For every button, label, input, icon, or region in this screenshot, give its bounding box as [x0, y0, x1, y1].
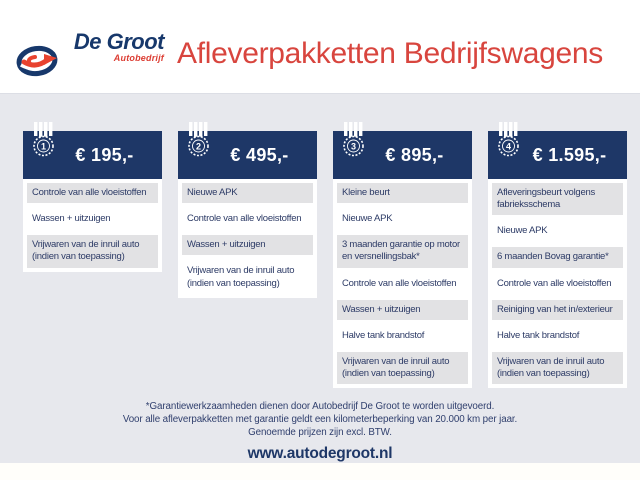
package-item: Nieuwe APK [342, 213, 393, 225]
brand-logo: De Groot Autobedrijf [16, 26, 166, 82]
package-item: 6 maanden Bovag garantie* [492, 247, 623, 268]
package-3-items: Kleine beurt Nieuwe APK 3 maanden garant… [333, 179, 472, 389]
package-4-header: 4 € 1.595,- [488, 122, 627, 179]
medal-4-icon: 4 [498, 122, 519, 157]
package-card-1: 1 € 195,- Controle van alle vloeistoffen… [23, 122, 162, 388]
package-item: Halve tank brandstof [497, 329, 580, 341]
medal-3-icon: 3 [343, 122, 364, 157]
brand-name: De Groot [73, 29, 165, 54]
package-1-price: € 195,- [75, 144, 134, 165]
package-item: Vrijwaren van de inruil auto (indien van… [337, 352, 468, 385]
package-3-price: € 895,- [385, 144, 444, 165]
svg-text:2: 2 [196, 142, 201, 152]
package-item: Vrijwaren van de inruil auto (indien van… [492, 352, 623, 385]
svg-text:3: 3 [351, 142, 356, 152]
package-item: Reiniging van het in/exterieur [492, 299, 623, 320]
packages-board: 1 € 195,- Controle van alle vloeistoffen… [0, 93, 640, 463]
package-item: Kleine beurt [337, 183, 468, 204]
brand-logo-icon [16, 45, 58, 77]
package-item: Wassen + uitzuigen [182, 235, 313, 256]
package-4-price: € 1.595,- [532, 144, 607, 165]
package-item: Afleveringsbeurt volgens fabrieksschema [492, 183, 623, 216]
package-item: Nieuwe APK [497, 225, 548, 237]
package-item: Controle van alle vloeistoffen [497, 277, 612, 289]
package-card-4: 4 € 1.595,- Afleveringsbeurt volgens fab… [488, 122, 627, 389]
package-2-header: 2 € 495,- [178, 122, 317, 179]
package-item: Vrijwaren van de inruil auto (indien van… [187, 265, 295, 289]
bottom-margin-strip [0, 463, 640, 480]
package-1-items: Controle van alle vloeistoffen Wassen + … [23, 179, 162, 272]
package-3-header: 3 € 895,- [333, 122, 472, 179]
package-1-header: 1 € 195,- [23, 122, 162, 179]
footnote-line: Genoemde prijzen zijn excl. BTW. [248, 427, 392, 439]
package-item: Halve tank brandstof [342, 329, 425, 341]
package-columns: 1 € 195,- Controle van alle vloeistoffen… [0, 94, 640, 389]
footnote-line: *Garantiewerkzaamheden dienen door Autob… [145, 401, 495, 413]
brand-wordmark: De Groot Autobedrijf [46, 29, 165, 64]
package-item: 3 maanden garantie op motor en versnelli… [337, 235, 468, 268]
medal-2-icon: 2 [188, 122, 209, 157]
package-card-2: 2 € 495,- Nieuwe APK Controle van alle v… [178, 122, 317, 388]
footnotes: *Garantiewerkzaamheden dienen door Autob… [0, 400, 640, 439]
package-item: Nieuwe APK [182, 183, 313, 204]
website-link[interactable]: www.autodegroot.nl [247, 445, 393, 463]
package-item: Wassen + uitzuigen [337, 299, 468, 320]
package-2-price: € 495,- [230, 144, 289, 165]
page-title: Afleverpakketten Bedrijfswagens [177, 37, 603, 70]
brand-tagline: Autobedrijf [113, 53, 164, 64]
svg-text:4: 4 [506, 142, 511, 152]
medal-1-icon: 1 [33, 122, 54, 157]
package-2-items: Nieuwe APK Controle van alle vloeistoffe… [178, 179, 317, 298]
svg-text:1: 1 [41, 142, 46, 152]
footnote-line: Voor alle afleverpakketten met garantie … [122, 414, 518, 426]
header-bar: De Groot Autobedrijf Afleverpakketten Be… [0, 0, 640, 93]
package-item: Controle van alle vloeistoffen [342, 277, 457, 289]
package-item: Controle van alle vloeistoffen [187, 213, 302, 225]
package-item: Wassen + uitzuigen [32, 213, 111, 225]
package-item: Vrijwaren van de inruil auto (indien van… [27, 235, 158, 268]
package-4-items: Afleveringsbeurt volgens fabrieksschema … [488, 179, 627, 389]
package-item: Controle van alle vloeistoffen [27, 183, 158, 204]
package-card-3: 3 € 895,- Kleine beurt Nieuwe APK 3 maan… [333, 122, 472, 389]
